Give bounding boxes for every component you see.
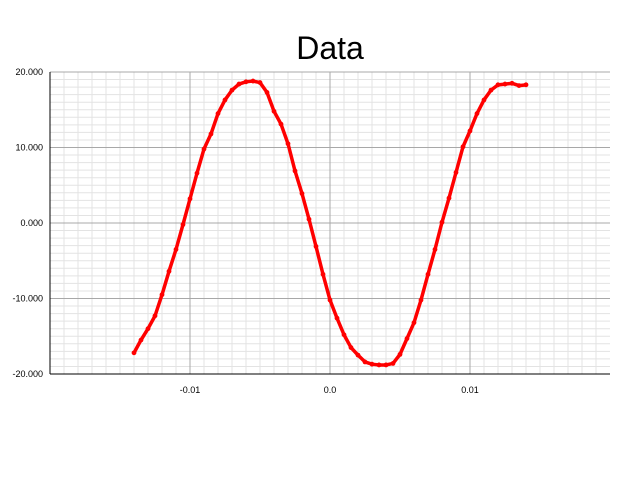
series-segment	[293, 169, 304, 196]
x-tick-label: 0.0	[324, 385, 337, 395]
series-segment	[209, 111, 220, 136]
series-segment	[188, 171, 199, 201]
series-segment	[195, 147, 206, 175]
series-segment	[279, 122, 290, 146]
data-point	[523, 82, 529, 88]
series-segment	[321, 272, 332, 302]
series-segment	[461, 129, 472, 149]
series-segment	[405, 320, 416, 341]
series-segment	[328, 298, 339, 320]
y-tick-label: 0.000	[20, 218, 43, 228]
y-tick-label: -10.000	[12, 294, 43, 304]
series-segment	[475, 98, 486, 116]
series-segment	[342, 332, 353, 350]
series-segment	[412, 298, 423, 325]
x-tick-labels: -0.01 0.0 0.01	[180, 385, 479, 395]
series-segment	[146, 314, 157, 331]
series-segment	[286, 141, 297, 173]
series-segment	[454, 144, 465, 175]
y-tick-labels: -20.000 -10.000 0.000 10.000 20.000	[12, 67, 43, 379]
axes	[49, 72, 610, 375]
x-tick-label: 0.01	[461, 385, 479, 395]
series-segment	[216, 98, 227, 116]
series-segment	[398, 336, 409, 357]
series-segment	[167, 247, 178, 274]
series-segment	[300, 191, 311, 221]
series-segment	[440, 196, 451, 224]
data-series	[131, 78, 529, 368]
series-segment	[265, 90, 276, 114]
series-segment	[433, 220, 444, 252]
series-segment	[335, 316, 346, 337]
series-segment	[314, 244, 325, 277]
series-segment	[181, 197, 192, 227]
y-tick-label: 20.000	[15, 67, 43, 77]
series-segment	[419, 272, 430, 302]
y-tick-label: -20.000	[12, 369, 43, 379]
series-segment	[202, 132, 213, 151]
series-segment	[160, 269, 171, 297]
chart-title: Data	[296, 30, 364, 66]
series-segment	[153, 292, 164, 318]
x-tick-label: -0.01	[180, 385, 201, 395]
series-segment	[272, 109, 283, 126]
series-segment	[132, 338, 143, 355]
series-segment	[426, 247, 437, 277]
series-segment	[307, 217, 318, 249]
series-segment	[447, 170, 458, 200]
series-segment	[174, 222, 185, 252]
y-tick-label: 10.000	[15, 143, 43, 153]
series-segment	[468, 111, 479, 133]
